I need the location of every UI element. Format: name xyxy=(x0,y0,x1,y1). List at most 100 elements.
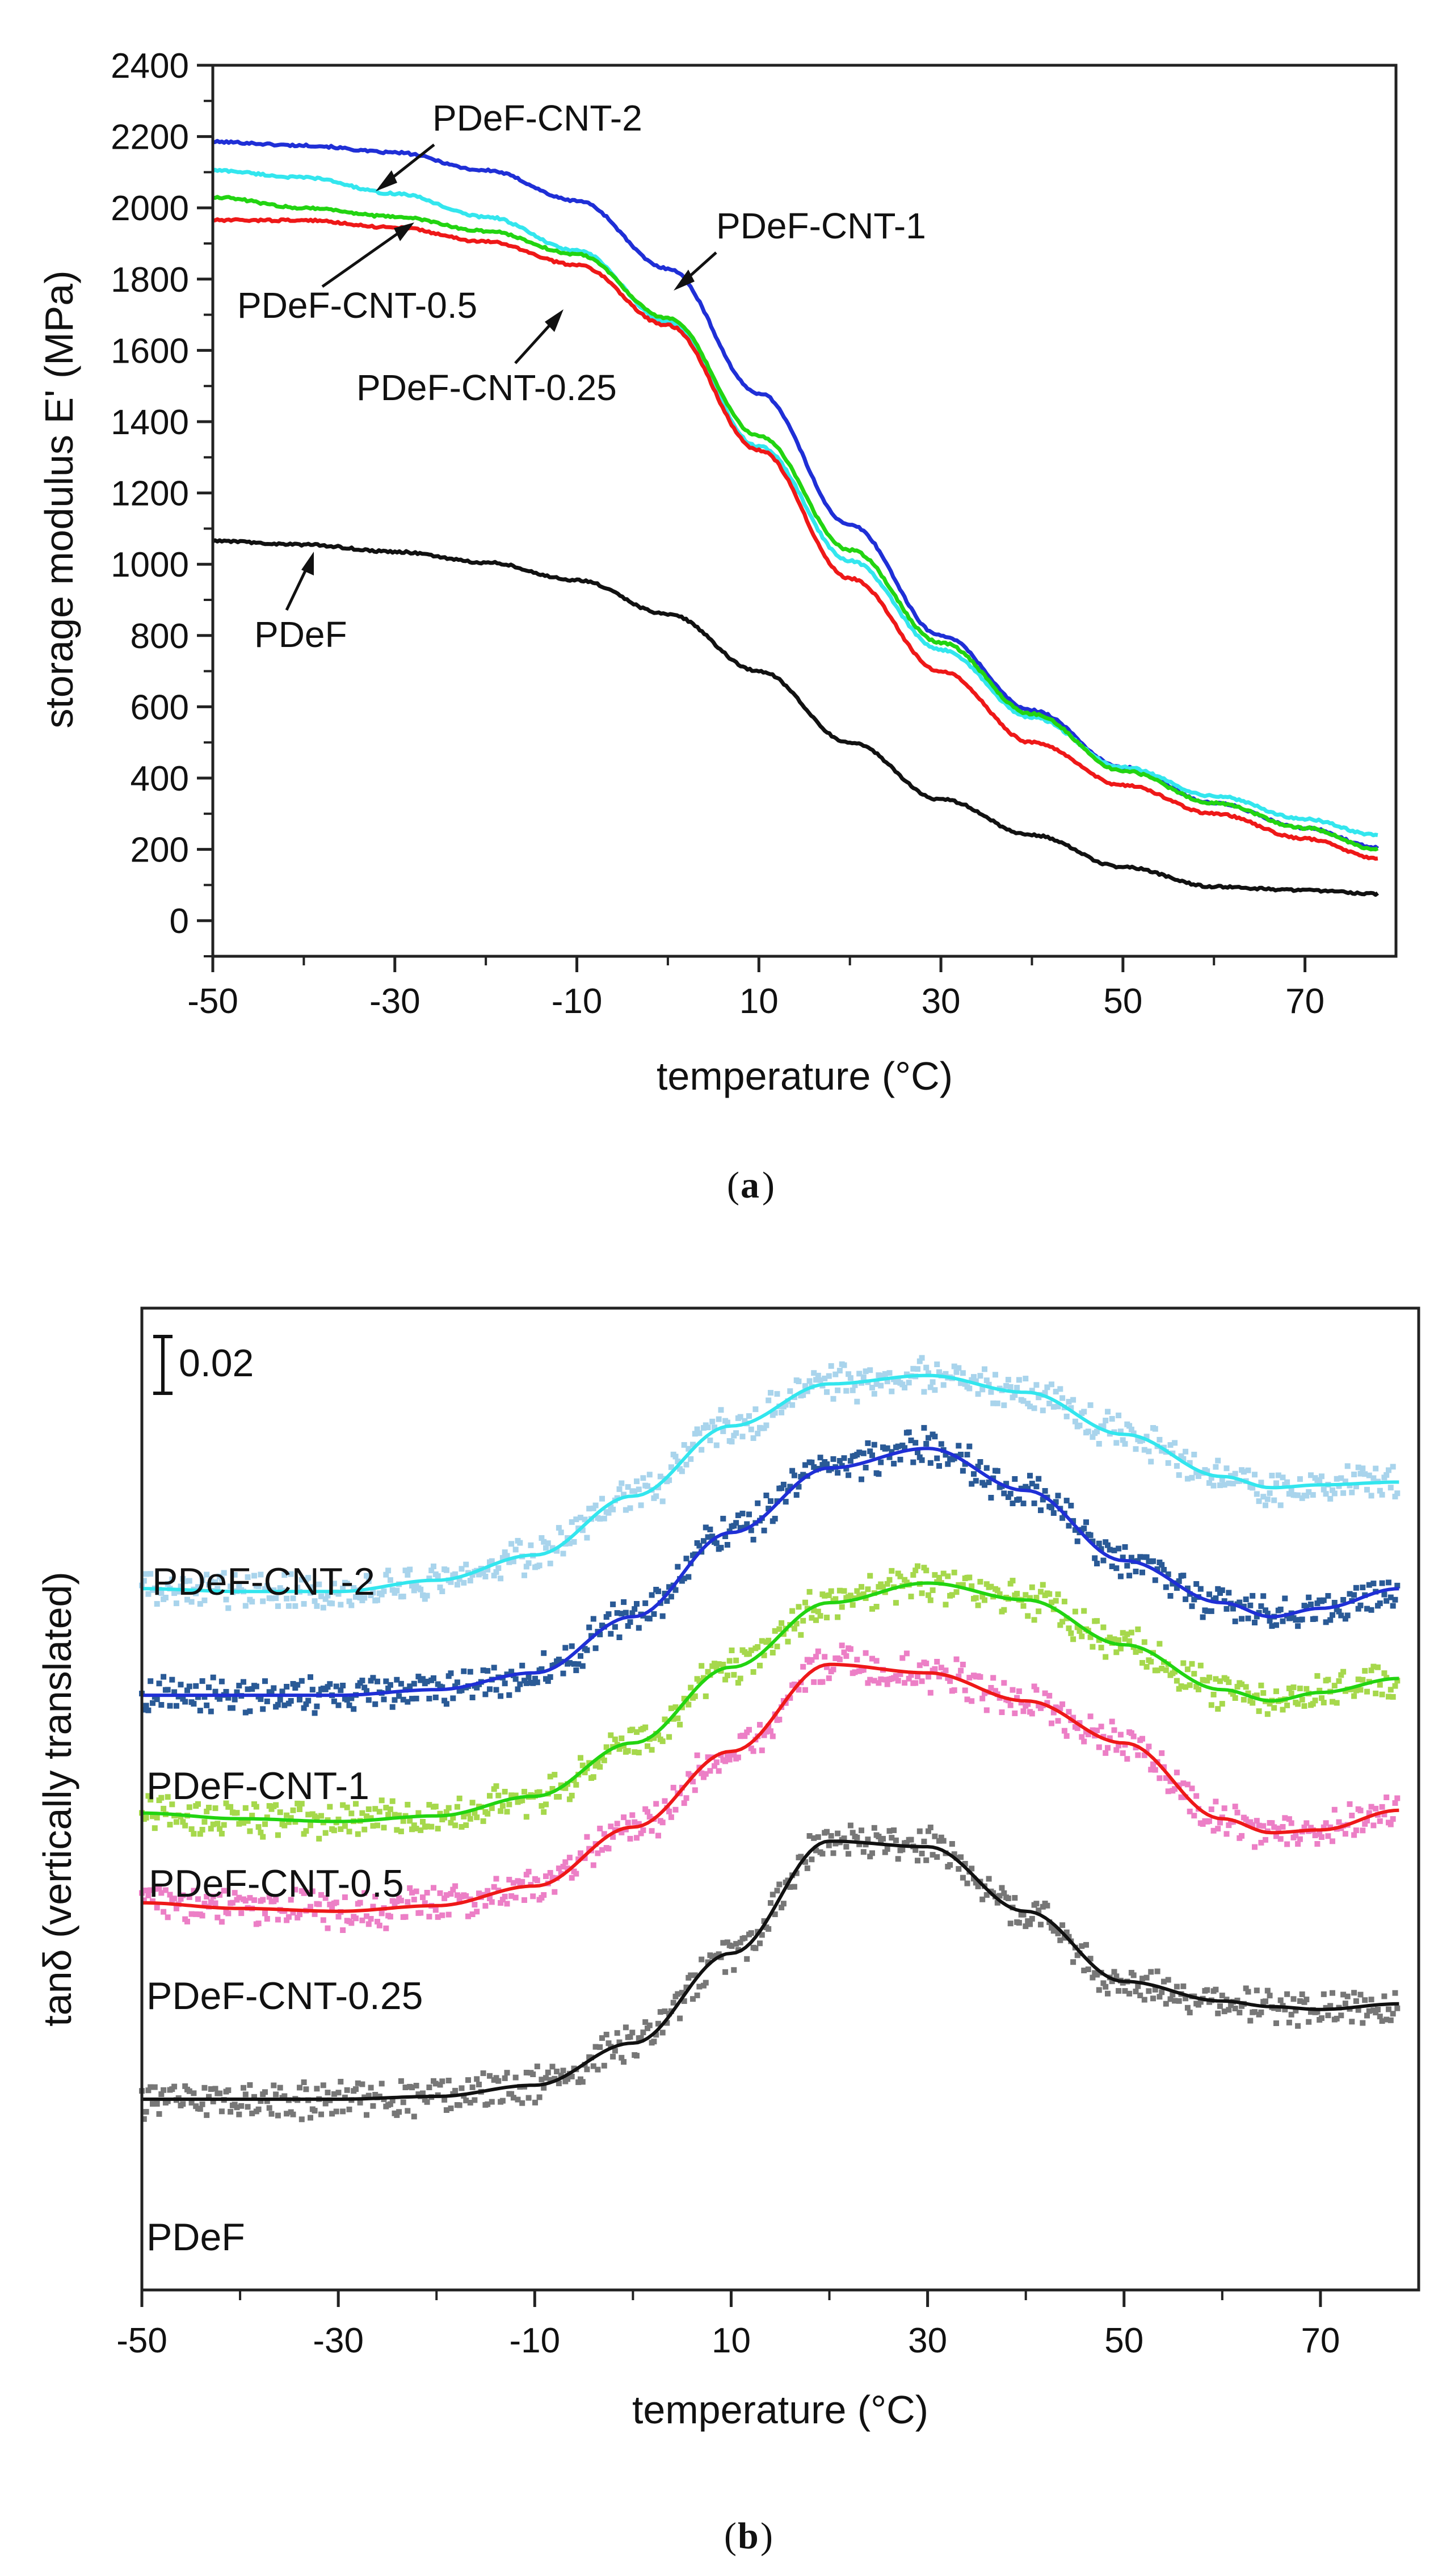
point-pdef-cnt-0-25 xyxy=(1362,1821,1368,1827)
point-pdef-cnt-1 xyxy=(1070,1518,1076,1524)
label-pdef-cnt-1: PDeF-CNT-1 xyxy=(146,1764,369,1808)
point-pdef-cnt-0-25 xyxy=(854,1657,860,1663)
point-pdef-cnt-2 xyxy=(1210,1482,1217,1489)
point-pdef-cnt-1 xyxy=(515,1686,521,1692)
point-pdef-cnt-0-5 xyxy=(785,1638,791,1645)
point-pdef-cnt-0-25 xyxy=(322,1895,329,1901)
point-pdef-cnt-1 xyxy=(1252,1620,1258,1625)
point-pdef-cnt-0-5 xyxy=(154,1814,160,1821)
point-pdef-cnt-1 xyxy=(335,1702,342,1708)
point-pdef-cnt-0-25 xyxy=(566,1855,573,1861)
point-pdef-cnt-0-25 xyxy=(1076,1720,1083,1726)
point-pdef xyxy=(1025,1918,1031,1924)
point-pdef-cnt-2 xyxy=(351,1585,357,1591)
point-pdef xyxy=(964,1880,970,1886)
point-pdef-cnt-0-25 xyxy=(426,1914,432,1920)
point-pdef-cnt-2 xyxy=(634,1478,640,1485)
point-pdef-cnt-0-5 xyxy=(1090,1644,1096,1650)
point-pdef-cnt-0-25 xyxy=(348,1920,355,1926)
point-pdef-cnt-2 xyxy=(1003,1382,1010,1389)
point-pdef xyxy=(683,1984,689,1990)
point-pdef-cnt-0-25 xyxy=(1018,1700,1024,1706)
point-pdef-cnt-1 xyxy=(579,1663,586,1669)
point-pdef-cnt-1 xyxy=(1263,1607,1268,1613)
point-pdef-cnt-0-25 xyxy=(1046,1692,1053,1699)
point-pdef-cnt-0-25 xyxy=(763,1729,769,1735)
panel-b-ylabel: tanδ (vertically translated) xyxy=(35,1571,79,2026)
point-pdef-cnt-0-25 xyxy=(1135,1752,1141,1758)
point-pdef xyxy=(1221,2008,1227,2015)
point-pdef-cnt-1 xyxy=(791,1472,797,1478)
point-pdef-cnt-2 xyxy=(1264,1496,1271,1502)
point-pdef-cnt-0-25 xyxy=(724,1753,730,1759)
point-pdef-cnt-0-25 xyxy=(1295,1841,1301,1847)
point-pdef-cnt-0-25 xyxy=(262,1910,268,1917)
point-pdef-cnt-0-5 xyxy=(755,1644,761,1650)
point-pdef-cnt-0-25 xyxy=(1364,1818,1370,1823)
point-pdef-cnt-1 xyxy=(1042,1488,1048,1494)
point-pdef-cnt-0-25 xyxy=(1152,1767,1158,1773)
point-pdef-cnt-1 xyxy=(859,1476,864,1482)
point-pdef-cnt-0-5 xyxy=(809,1615,815,1621)
point-pdef-cnt-0-25 xyxy=(365,1921,372,1927)
point-pdef xyxy=(510,2095,516,2101)
point-pdef xyxy=(940,1838,947,1844)
panel-a-xtick-label: -30 xyxy=(369,982,420,1021)
point-pdef-cnt-1 xyxy=(184,1687,190,1693)
point-pdef-cnt-0-5 xyxy=(642,1724,649,1730)
point-pdef-cnt-0-5 xyxy=(850,1602,856,1608)
point-pdef-cnt-0-5 xyxy=(400,1818,406,1824)
point-pdef-cnt-1 xyxy=(856,1449,863,1456)
point-pdef-cnt-0-25 xyxy=(1059,1701,1066,1707)
point-pdef-cnt-0-5 xyxy=(375,1822,380,1829)
point-pdef-cnt-0-5 xyxy=(1381,1670,1387,1676)
point-pdef xyxy=(1217,2003,1223,2009)
point-pdef-cnt-0-25 xyxy=(1193,1793,1200,1799)
point-pdef xyxy=(1375,2007,1381,2012)
point-pdef-cnt-1 xyxy=(744,1521,750,1527)
point-pdef xyxy=(841,1835,847,1842)
point-pdef-cnt-1 xyxy=(634,1601,640,1607)
point-pdef-cnt-0-25 xyxy=(826,1675,832,1682)
point-pdef xyxy=(322,2100,329,2107)
point-pdef-cnt-1 xyxy=(370,1675,376,1681)
point-pdef-cnt-1 xyxy=(969,1481,975,1487)
point-pdef xyxy=(1299,1991,1305,1997)
point-pdef-cnt-2 xyxy=(461,1579,467,1586)
point-pdef-cnt-1 xyxy=(148,1678,154,1684)
point-pdef-cnt-2 xyxy=(184,1596,190,1603)
point-pdef xyxy=(1146,1988,1152,1994)
point-pdef xyxy=(426,2085,432,2090)
point-pdef xyxy=(467,2100,473,2106)
point-pdef-cnt-0-5 xyxy=(930,1587,936,1593)
point-pdef-cnt-0-25 xyxy=(435,1914,441,1920)
point-pdef-cnt-2 xyxy=(318,1593,324,1599)
point-pdef-cnt-1 xyxy=(566,1660,573,1666)
point-pdef-cnt-2 xyxy=(1090,1434,1096,1440)
point-pdef-cnt-0-25 xyxy=(960,1662,966,1667)
point-pdef-cnt-2 xyxy=(539,1535,545,1541)
point-pdef-cnt-0-25 xyxy=(305,1889,312,1896)
point-pdef-cnt-1 xyxy=(1277,1606,1284,1612)
point-pdef-cnt-1 xyxy=(836,1458,843,1464)
point-pdef-cnt-1 xyxy=(1055,1493,1061,1499)
point-pdef-cnt-1 xyxy=(519,1662,525,1669)
point-pdef xyxy=(1338,2012,1344,2019)
point-pdef xyxy=(208,2086,214,2092)
point-pdef-cnt-1 xyxy=(575,1661,582,1667)
point-pdef-cnt-0-5 xyxy=(316,1835,322,1842)
point-pdef-cnt-1 xyxy=(1193,1581,1200,1587)
point-pdef-cnt-2 xyxy=(826,1373,832,1379)
point-pdef-cnt-2 xyxy=(141,1578,147,1584)
point-pdef-cnt-0-5 xyxy=(1079,1633,1085,1640)
point-pdef-cnt-0-25 xyxy=(472,1902,478,1908)
point-pdef-cnt-2 xyxy=(1288,1487,1294,1493)
point-pdef-cnt-0-25 xyxy=(441,1896,448,1901)
point-pdef-cnt-2 xyxy=(830,1396,836,1402)
point-pdef-cnt-0-5 xyxy=(1206,1674,1212,1680)
point-pdef-cnt-0-5 xyxy=(552,1772,558,1778)
point-pdef xyxy=(623,2024,629,2031)
point-pdef-cnt-0-5 xyxy=(523,1814,529,1820)
point-pdef-cnt-2 xyxy=(1109,1416,1115,1422)
point-pdef-cnt-0-25 xyxy=(769,1733,776,1739)
